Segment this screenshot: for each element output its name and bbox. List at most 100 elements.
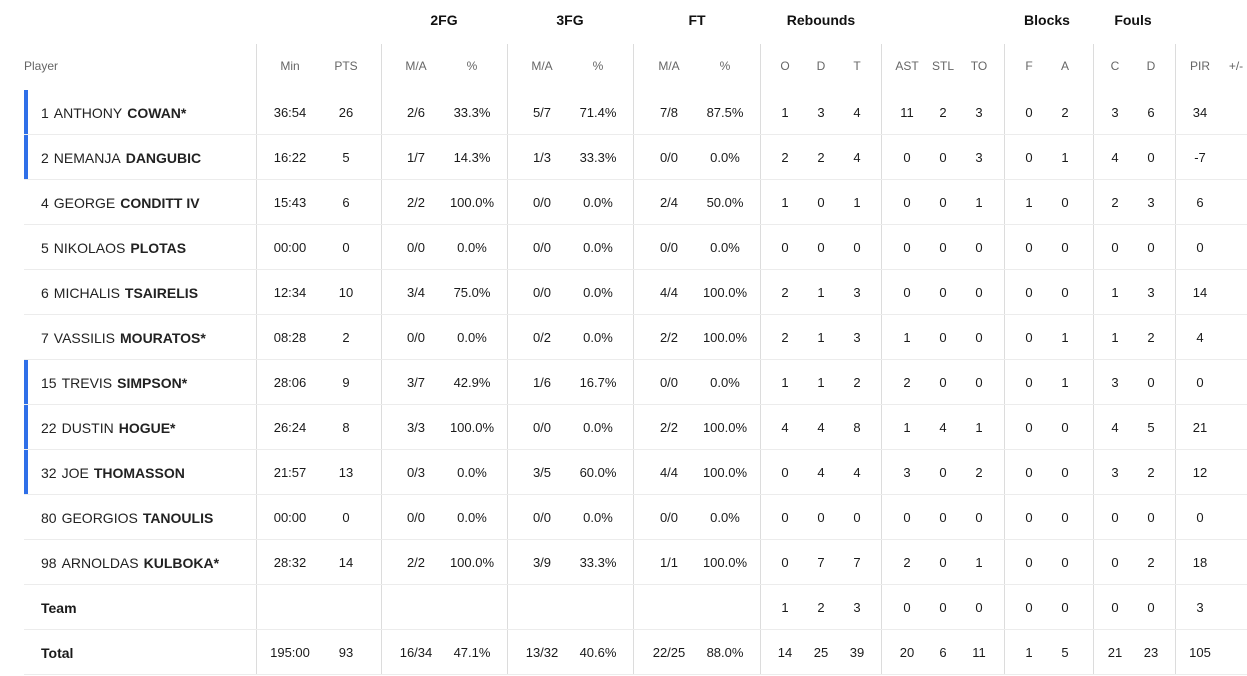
player-20-ft-pct: 100.0%	[702, 330, 748, 345]
column-header-pir: PIR	[1189, 59, 1210, 73]
player-20-min: 26:24	[273, 420, 307, 435]
player-20-reb-d: 3	[817, 105, 825, 120]
player-name[interactable]: 22 DUSTIN HOGUE *	[41, 405, 176, 450]
player-20-2fg-ma: 3/7	[406, 375, 426, 390]
team-2fg-ma	[386, 585, 446, 630]
player-name[interactable]: 80 GEORGIOS TANOULIS	[41, 495, 213, 540]
player-20-ast: 2	[903, 375, 911, 390]
player-20-reb-o: 1	[781, 105, 789, 120]
player-20-3fg-pct: 33.3%	[579, 150, 617, 165]
player-20-to: 0	[975, 240, 983, 255]
player-20-reb-o: 0	[781, 555, 789, 570]
player-20-3fg-ma: 3/5	[532, 465, 552, 480]
player-20-blk-f: 0	[1025, 375, 1033, 390]
player-20-blk-a: 1	[1061, 330, 1069, 345]
player-20-foul-c: 3	[1111, 105, 1119, 120]
player-last-name: COWAN	[127, 104, 181, 121]
column-header-min: Min	[280, 59, 300, 73]
player-20-3fg-ma: 0/0	[532, 195, 552, 210]
player-number: 4	[41, 194, 49, 211]
player-name[interactable]: 7 VASSILIS MOURATOS *	[41, 315, 206, 360]
player-20-pir: 18	[1192, 555, 1208, 570]
player-20-foul-c: 0	[1111, 240, 1119, 255]
player-20-plus-minus	[1206, 495, 1247, 540]
player-20-to: 0	[975, 510, 983, 525]
player-20-blk-a: 0	[1061, 240, 1069, 255]
player-20-to: 1	[975, 555, 983, 570]
player-20-3fg-pct: 0.0%	[583, 420, 613, 435]
row-separator	[24, 494, 1247, 495]
player-20-3fg-pct: 60.0%	[579, 465, 617, 480]
player-20-foul-d: 3	[1147, 195, 1155, 210]
player-number: 1	[41, 104, 49, 121]
player-name[interactable]: 5 NIKOLAOS PLOTAS	[41, 225, 186, 270]
row-separator	[24, 449, 1247, 450]
column-header-plus-minus: +/-	[1228, 59, 1244, 73]
player-20-reb-t: 3	[853, 285, 861, 300]
player-20-to: 3	[975, 150, 983, 165]
column-header-reb-t: T	[853, 59, 861, 73]
player-name[interactable]: 98 ARNOLDAS KULBOKA *	[41, 540, 219, 585]
player-name[interactable]: 2 NEMANJA DANGUBIC	[41, 135, 201, 180]
player-20-foul-d: 0	[1147, 375, 1155, 390]
total-ast: 20	[899, 645, 915, 660]
player-last-name: SIMPSON	[117, 374, 182, 391]
player-20-2fg-ma: 2/2	[406, 555, 426, 570]
player-20-ft-pct: 0.0%	[710, 375, 740, 390]
player-20-to: 1	[975, 195, 983, 210]
player-20-ft-ma: 0/0	[659, 375, 679, 390]
player-20-ft-ma: 7/8	[659, 105, 679, 120]
player-20-reb-d: 1	[817, 285, 825, 300]
team-reb-d: 2	[817, 600, 825, 615]
starter-indicator	[24, 90, 28, 135]
player-20-pir: 0	[1196, 510, 1204, 525]
player-20-foul-c: 0	[1111, 510, 1119, 525]
player-20-pir: 14	[1192, 285, 1208, 300]
player-name[interactable]: 32 JOE THOMASSON	[41, 450, 185, 495]
player-20-pir: 21	[1192, 420, 1208, 435]
player-20-pts: 2	[342, 330, 350, 345]
row-separator	[24, 134, 1247, 135]
total-2fg-ma: 16/34	[399, 645, 433, 660]
player-number: 5	[41, 239, 49, 256]
player-name[interactable]: 15 TREVIS SIMPSON *	[41, 360, 187, 405]
player-name[interactable]: 4 GEORGE CONDITT IV	[41, 180, 200, 225]
total-3fg-ma: 13/32	[525, 645, 559, 660]
player-20-2fg-ma: 0/0	[406, 510, 426, 525]
row-separator	[24, 359, 1247, 360]
player-20-reb-d: 0	[817, 195, 825, 210]
team-pts	[316, 585, 376, 630]
player-20-stl: 0	[939, 555, 947, 570]
player-20-ft-pct: 87.5%	[706, 105, 744, 120]
player-20-foul-d: 0	[1147, 240, 1155, 255]
total-min: 195:00	[270, 645, 310, 660]
team-foul-d: 0	[1147, 600, 1155, 615]
player-name[interactable]: 6 MICHALIS TSAIRELIS	[41, 270, 198, 315]
team-ft-ma	[639, 585, 699, 630]
player-20-to: 0	[975, 375, 983, 390]
starter-asterisk: *	[181, 374, 188, 391]
starter-indicator	[24, 405, 28, 450]
player-20-pts: 26	[338, 105, 354, 120]
player-20-2fg-ma: 2/6	[406, 105, 426, 120]
row-separator	[24, 404, 1247, 405]
player-20-3fg-pct: 16.7%	[579, 375, 617, 390]
player-20-pts: 8	[342, 420, 350, 435]
player-20-reb-o: 0	[781, 465, 789, 480]
player-20-foul-c: 4	[1111, 420, 1119, 435]
player-20-blk-a: 0	[1061, 420, 1069, 435]
player-20-min: 15:43	[273, 195, 307, 210]
player-name[interactable]: 1 ANTHONY COWAN *	[41, 90, 186, 135]
player-20-to: 1	[975, 420, 983, 435]
player-20-3fg-pct: 71.4%	[579, 105, 617, 120]
column-header-foul-c: C	[1110, 59, 1120, 73]
player-20-to: 2	[975, 465, 983, 480]
team-pir: 3	[1196, 600, 1204, 615]
total-foul-d: 23	[1143, 645, 1159, 660]
player-20-foul-c: 0	[1111, 555, 1119, 570]
team-3fg-ma	[512, 585, 572, 630]
player-20-2fg-pct: 14.3%	[453, 150, 491, 165]
column-header-blk-a: A	[1060, 59, 1069, 73]
column-header-reb-o: O	[780, 59, 790, 73]
total-stl: 6	[939, 645, 947, 660]
